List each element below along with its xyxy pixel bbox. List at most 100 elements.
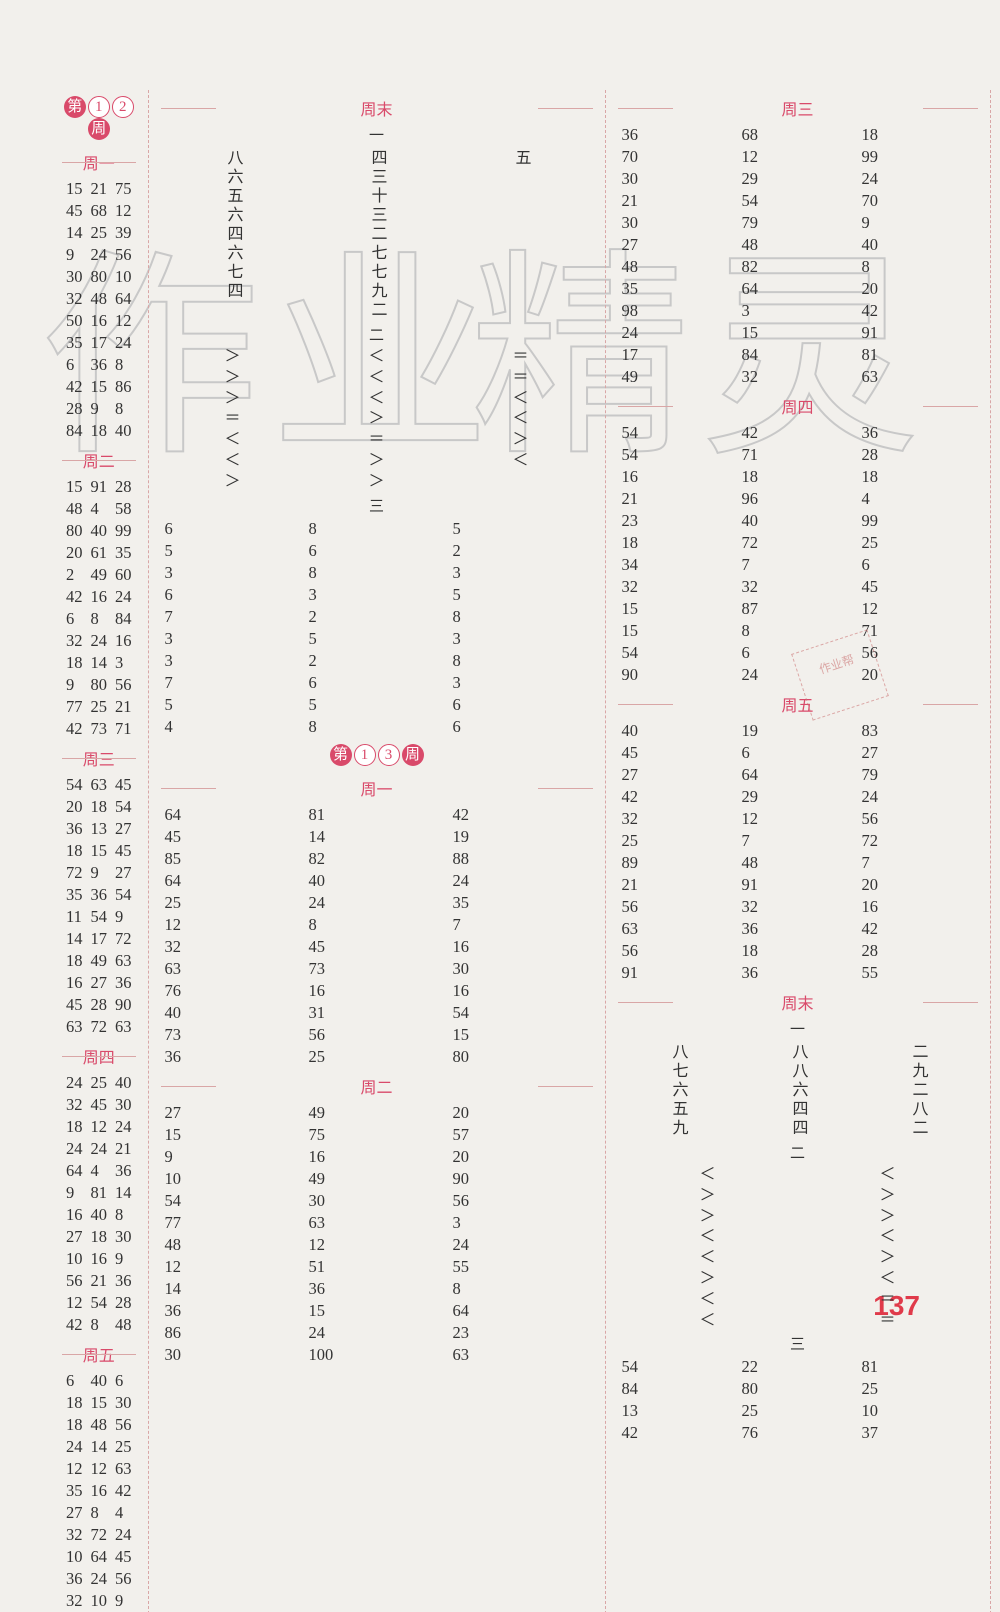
cell: 16 — [62, 972, 87, 994]
table-row: 323245 — [618, 576, 978, 598]
cell: 12 — [738, 808, 858, 830]
table-row: 104990 — [161, 1168, 593, 1190]
table-row: 158712 — [618, 598, 978, 620]
table-row: 6884 — [62, 608, 136, 630]
cell: 42 — [738, 422, 858, 444]
table-row: 157557 — [161, 1124, 593, 1146]
cell: 30 — [618, 212, 738, 234]
cell: 30 — [618, 168, 738, 190]
table-row: 18143 — [62, 652, 136, 674]
cell: 54 — [738, 190, 858, 212]
cell: 45 — [161, 826, 305, 848]
cell: 80 — [62, 520, 87, 542]
cell: 3 — [111, 652, 136, 674]
table-row: 403154 — [161, 1002, 593, 1024]
table-row: 841840 — [62, 420, 136, 442]
cell: 24 — [305, 1322, 449, 1344]
cell: 18 — [858, 466, 978, 488]
cell: 15 — [62, 178, 87, 200]
table-row: 547128 — [618, 444, 978, 466]
cell: 27 — [111, 862, 136, 884]
cell: 32 — [62, 1524, 87, 1546]
table-row: 2898 — [62, 398, 136, 420]
day-heading: 周一 — [62, 150, 136, 174]
cell: 88 — [449, 848, 593, 870]
cell: 18 — [738, 466, 858, 488]
data-table: 3668187012993029242154703079927484048828… — [618, 124, 978, 388]
cell: 56 — [111, 244, 136, 266]
table-row: 125428 — [62, 1292, 136, 1314]
table-row: 546345 — [62, 774, 136, 796]
cell: 14 — [62, 928, 87, 950]
cell: 76 — [161, 980, 305, 1002]
cell: 16 — [858, 896, 978, 918]
cell: 91 — [618, 962, 738, 984]
cell: 9 — [87, 862, 112, 884]
cell: 17 — [87, 332, 112, 354]
cell: 25 — [87, 696, 112, 718]
cell: 9 — [111, 1590, 136, 1612]
cell: 86 — [161, 1322, 305, 1344]
cell: 24 — [618, 322, 738, 344]
cell: 12 — [738, 146, 858, 168]
cell: 7 — [738, 554, 858, 576]
cell: 32 — [62, 288, 87, 310]
cell: 19 — [449, 826, 593, 848]
day-heading: 周末 — [161, 96, 593, 120]
cell: 20 — [858, 278, 978, 300]
cell: 40 — [87, 520, 112, 542]
cell: 27 — [87, 972, 112, 994]
cell: 9 — [87, 398, 112, 420]
cell: 27 — [62, 1502, 87, 1524]
cell: 90 — [111, 994, 136, 1016]
cell: 16 — [87, 1248, 112, 1270]
cell: 72 — [87, 1524, 112, 1546]
cell: 35 — [111, 542, 136, 564]
cell: 24 — [62, 1436, 87, 1458]
table-row: 562136 — [62, 1270, 136, 1292]
cell: 70 — [618, 146, 738, 168]
table-row: 633642 — [618, 918, 978, 940]
cell: 8 — [449, 1278, 593, 1300]
table-row: 42848 — [62, 1314, 136, 1336]
data-table: 685562383635728353328763556486 — [161, 518, 593, 738]
day-heading: 周三 — [62, 746, 136, 770]
cell: 30 — [161, 1344, 305, 1366]
table-row: 121263 — [62, 1458, 136, 1480]
table-row: 735615 — [161, 1024, 593, 1046]
cell: 14 — [305, 826, 449, 848]
cell: 6 — [858, 554, 978, 576]
cell: 14 — [87, 652, 112, 674]
cell: 18 — [62, 652, 87, 674]
cell: 42 — [449, 804, 593, 826]
cell: 25 — [87, 222, 112, 244]
day-heading: 周二 — [161, 1074, 593, 1098]
cell: 24 — [87, 244, 112, 266]
table-row: 276479 — [618, 764, 978, 786]
table-row: 178481 — [618, 344, 978, 366]
cell: 63 — [111, 1016, 136, 1038]
table-row: 422924 — [618, 786, 978, 808]
cell: 18 — [87, 796, 112, 818]
data-table: 6406181530184856241425121263351642278432… — [62, 1370, 136, 1612]
table-row: 91620 — [161, 1146, 593, 1168]
cell: 45 — [62, 994, 87, 1016]
cell: 64 — [111, 288, 136, 310]
cell: 18 — [87, 1226, 112, 1248]
cell: 28 — [858, 444, 978, 466]
table-row: 361327 — [62, 818, 136, 840]
cell: 25 — [305, 1046, 449, 1068]
table-row: 644024 — [161, 870, 593, 892]
cell: 71 — [111, 718, 136, 740]
table-row: 77633 — [161, 1212, 593, 1234]
table-row: 401983 — [618, 720, 978, 742]
table-row: 184856 — [62, 1414, 136, 1436]
cell: 23 — [449, 1322, 593, 1344]
cell: 3 — [738, 300, 858, 322]
column-1: 第12周周一1521754568121425399245630801032486… — [50, 90, 149, 1612]
table-row: 15871 — [618, 620, 978, 642]
cell: 21 — [618, 488, 738, 510]
cell: 23 — [618, 510, 738, 532]
cell: 56 — [858, 808, 978, 830]
cell: 30 — [62, 266, 87, 288]
